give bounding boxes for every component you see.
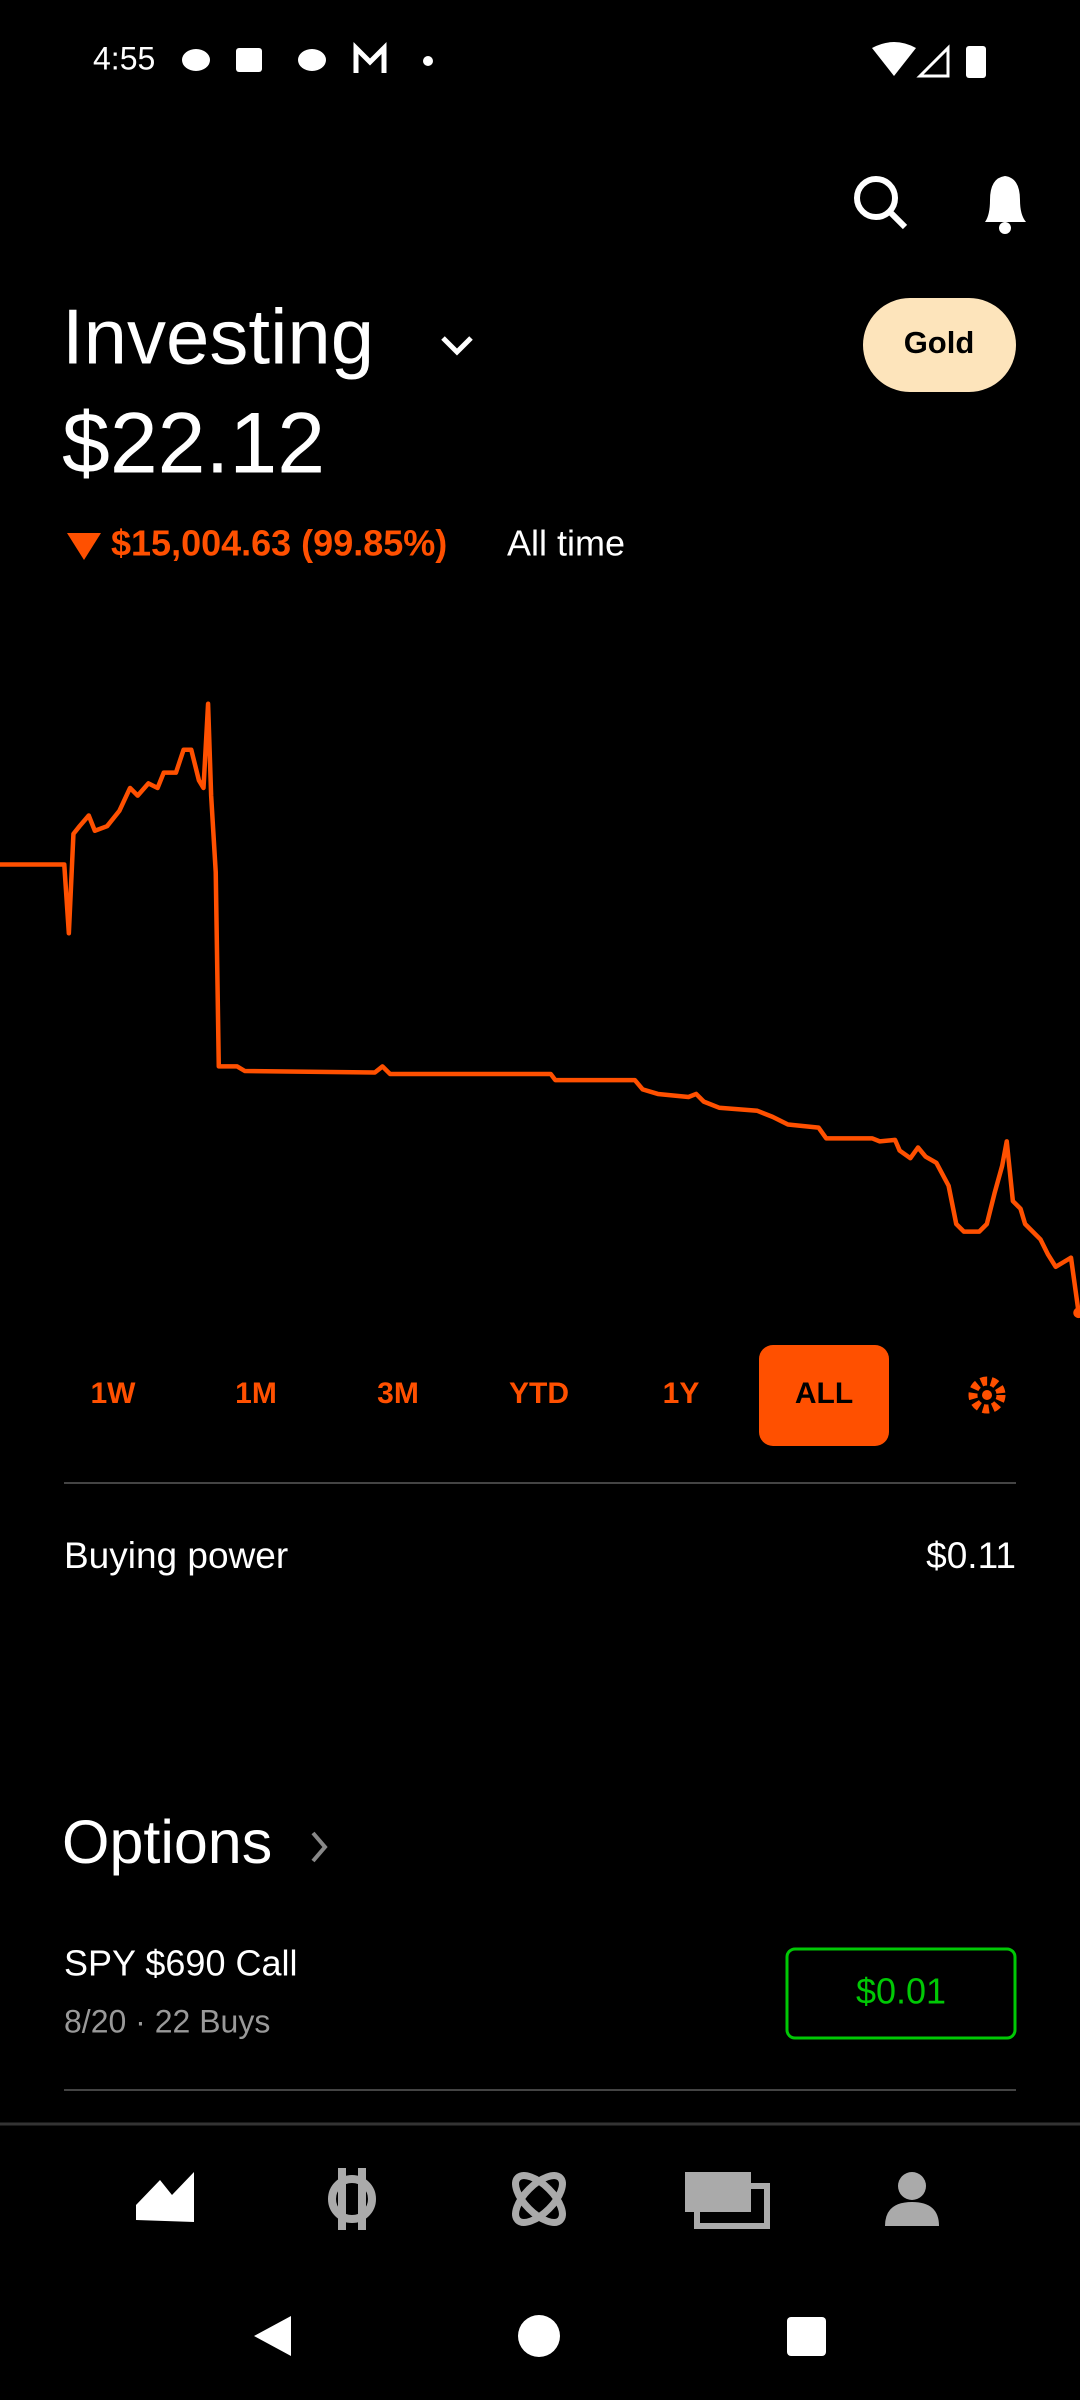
range-button[interactable]: ALL bbox=[795, 1377, 853, 1410]
nav-crypto[interactable] bbox=[328, 2168, 376, 2230]
nav-account[interactable] bbox=[885, 2172, 939, 2226]
portfolio-value: $22.12 bbox=[62, 396, 325, 492]
gold-label: Gold bbox=[904, 325, 975, 360]
option-price-box[interactable] bbox=[785, 1947, 1017, 2040]
chart-settings[interactable] bbox=[968, 1376, 1006, 1414]
notification-icon[interactable] bbox=[985, 176, 1026, 234]
status-time: 4:55 bbox=[93, 40, 155, 76]
account-title[interactable]: Investing bbox=[62, 293, 374, 381]
chart-line bbox=[0, 704, 1079, 1313]
range-button[interactable]: 3M bbox=[377, 1377, 419, 1410]
nav-transfers[interactable] bbox=[685, 2172, 770, 2229]
range-selected bbox=[759, 1345, 889, 1446]
buying-power-value: $0.11 bbox=[926, 1535, 1016, 1576]
portfolio-change: $15,004.63 (99.85%) bbox=[111, 523, 447, 564]
options-chevron bbox=[311, 1831, 328, 1863]
buying-power-label[interactable]: Buying power bbox=[64, 1535, 288, 1576]
range-button[interactable]: 1Y bbox=[663, 1377, 700, 1410]
system-recents[interactable] bbox=[787, 2317, 826, 2356]
status-icons bbox=[182, 41, 986, 78]
options-title[interactable]: Options bbox=[62, 1808, 272, 1876]
range-button[interactable]: YTD bbox=[509, 1377, 569, 1410]
nav-investing[interactable] bbox=[136, 2172, 194, 2222]
range-button[interactable]: 1W bbox=[91, 1377, 137, 1410]
system-back[interactable] bbox=[254, 2316, 291, 2356]
down-arrow bbox=[67, 533, 101, 560]
nav-explore[interactable] bbox=[508, 2168, 570, 2230]
option-detail: 8/20 · 22 Buys bbox=[64, 2003, 270, 2039]
portfolio-chart bbox=[0, 704, 1080, 1319]
option-price: $0.01 bbox=[856, 1971, 946, 2012]
chart-endpoint bbox=[1073, 1307, 1080, 1319]
system-home[interactable] bbox=[518, 2315, 560, 2357]
gold-button[interactable] bbox=[863, 298, 1016, 392]
search-icon[interactable] bbox=[854, 176, 908, 230]
account-dropdown[interactable] bbox=[441, 336, 473, 356]
portfolio-period: All time bbox=[507, 523, 625, 564]
option-name[interactable]: SPY $690 Call bbox=[64, 1943, 298, 1984]
range-button[interactable]: 1M bbox=[235, 1377, 277, 1410]
